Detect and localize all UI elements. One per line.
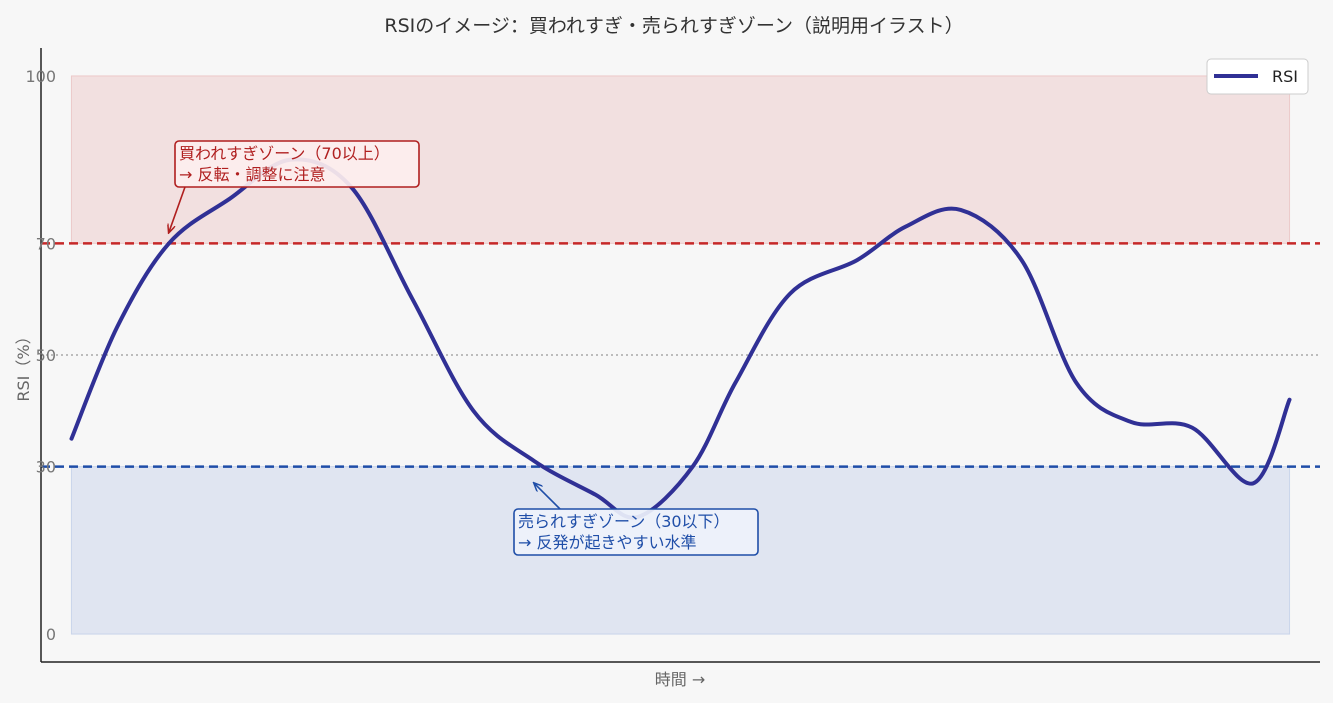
y-axis-label: RSI（%） — [14, 328, 33, 401]
axes — [40, 48, 1320, 663]
y-tick-label: 70 — [36, 234, 56, 253]
overbought-annotation-text: 買われすぎゾーン（70以上） — [179, 144, 390, 163]
overbought-annotation-arrow — [169, 186, 186, 232]
oversold-annotation-arrow — [534, 483, 561, 510]
y-tick-label: 0 — [46, 625, 56, 644]
oversold-annotation-text: 売られすぎゾーン（30以下） — [518, 512, 730, 531]
reference-lines — [41, 242, 1320, 468]
y-tick-label: 100 — [25, 67, 56, 86]
legend-entry: RSI — [1272, 67, 1298, 86]
y-tick-labels: 0 30 50 70 100 — [25, 67, 56, 644]
oversold-annotation-box — [513, 508, 759, 556]
x-axis-label: 時間 → — [655, 670, 706, 689]
y-tick-label: 30 — [36, 458, 56, 477]
overbought-annotation-text: → 反転・調整に注意 — [179, 165, 326, 184]
y-tick-label: 50 — [36, 346, 56, 365]
legend: RSI — [1206, 58, 1309, 95]
zone-bands — [70, 75, 1291, 635]
oversold-annotation-text: → 反発が起きやすい水準 — [518, 533, 697, 552]
overbought-annotation-box — [174, 140, 420, 188]
chart-title: RSIのイメージ：買われすぎ・売られすぎゾーン（説明用イラスト） — [384, 15, 963, 37]
